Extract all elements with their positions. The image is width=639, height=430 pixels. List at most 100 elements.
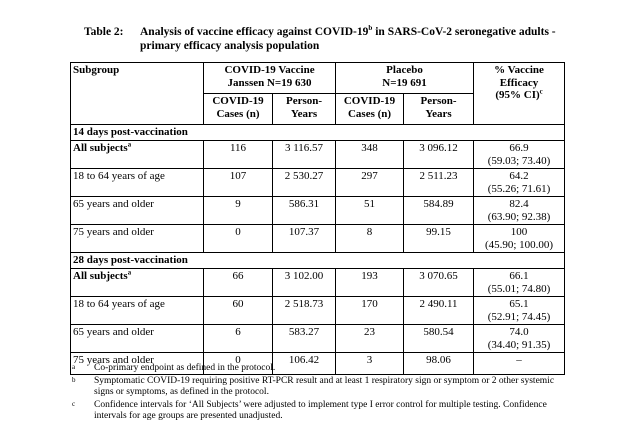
footnote-a: a Co-primary endpoint as defined in the …: [72, 363, 574, 375]
placebo-group-header: Placebo N=19 691: [335, 62, 475, 94]
vaccine-efficacy-cell: 100 (45.90; 100.00): [473, 224, 566, 253]
table-header-row-columns: COVID-19 Cases (n) Person- Years COVID-1…: [71, 93, 565, 125]
ve-ci: (52.91; 74.45): [487, 310, 551, 323]
vaccine-efficacy-cell: 74.0 (34.40; 91.35): [473, 324, 566, 353]
footnote-c: c Confidence intervals for ‘All Subjects…: [72, 400, 574, 423]
vaccine-cases-cell: 116: [203, 140, 273, 169]
placebo-person-years-cell: 3 070.65: [403, 268, 475, 297]
table-header-row-groups: Subgroup COVID-19 Vaccine Janssen N=19 6…: [70, 62, 566, 125]
subgroup-cell: All subjectsa: [70, 268, 204, 297]
vaccine-cases-cell: 66: [203, 268, 273, 297]
section-header-14-days: 14 days post-vaccination: [69, 124, 566, 141]
vaccine-efficacy-cell: 66.1 (55.01; 74.80): [473, 268, 566, 297]
subgroup-label: 18 to 64 years of age: [73, 298, 165, 310]
py-header-line2: Years: [290, 107, 318, 120]
vaccine-cases-column-header: COVID-19 Cases (n): [203, 93, 273, 125]
vaccine-group-n: Janssen N=19 630: [227, 76, 312, 89]
ve-header-line3: (95% CI)c: [476, 88, 562, 102]
vaccine-person-years-cell: 107.37: [271, 224, 337, 253]
ve-value: 66.1: [509, 270, 529, 282]
ve-ci: (55.26; 71.61): [487, 182, 551, 195]
table-row: 75 years and older 0 106.42 3 98.06 –: [70, 352, 566, 375]
py-header-line2: Years: [425, 107, 452, 120]
efficacy-table: Subgroup COVID-19 Vaccine Janssen N=19 6…: [69, 62, 566, 375]
vaccine-efficacy-cell: 82.4 (63.90; 92.38): [473, 196, 566, 225]
placebo-cases-column-header: COVID-19 Cases (n): [335, 93, 405, 125]
table-caption: Analysis of vaccine efficacy against COV…: [140, 25, 565, 53]
table-row: All subjectsa 116 3 116.57 348 3 096.12 …: [70, 140, 566, 169]
ve-ci: (63.90; 92.38): [487, 210, 551, 223]
ve-value: 100: [510, 226, 528, 238]
placebo-cases-cell: 348: [335, 140, 405, 169]
vaccine-efficacy-cell: 64.2 (55.26; 71.61): [473, 168, 566, 197]
vaccine-person-years-column-header: Person- Years: [271, 93, 337, 125]
placebo-cases-cell: 51: [335, 196, 405, 225]
table-row: 18 to 64 years of age 107 2 530.27 297 2…: [70, 168, 566, 197]
table-row: 65 years and older 9 586.31 51 584.89 82…: [70, 196, 566, 225]
vaccine-person-years-cell: 3 116.57: [271, 140, 337, 169]
vaccine-group-header: COVID-19 Vaccine Janssen N=19 630: [202, 62, 337, 94]
placebo-person-years-cell: 2 511.23: [403, 168, 475, 197]
vaccine-person-years-cell: 106.42: [271, 352, 337, 375]
ve-ci: (59.03; 73.40): [487, 154, 551, 167]
table-row: 65 years and older 6 583.27 23 580.54 74…: [70, 324, 566, 353]
cases-header-line2: Cases (n): [347, 107, 392, 120]
footnotes: a Co-primary endpoint as defined in the …: [72, 363, 574, 424]
table-row: 75 years and older 0 107.37 8 99.15 100(…: [70, 224, 566, 253]
footnote-marker: b: [72, 375, 76, 384]
footnote-text: Co-primary endpoint as defined in the pr…: [94, 363, 276, 373]
ve-header-footnote-ref: c: [539, 88, 543, 96]
footnote-marker: a: [72, 363, 76, 371]
table-row: All subjectsa 66 3 102.00 193 3 070.65 6…: [70, 268, 566, 297]
subgroup-cell: 75 years and older: [70, 224, 204, 253]
vaccine-efficacy-cell: –: [473, 352, 566, 375]
subgroup-footnote-ref: a: [127, 269, 132, 277]
placebo-group-n: N=19 691: [382, 76, 427, 89]
cases-header-line2: Cases (n): [216, 107, 260, 120]
placebo-person-years-cell: 3 096.12: [403, 140, 475, 169]
ve-header-line2: Efficacy: [499, 76, 539, 89]
py-header-line1: Person-: [285, 95, 323, 107]
subgroup-cell: 18 to 64 years of age: [70, 296, 204, 325]
ve-ci: (34.40; 91.35): [487, 338, 551, 351]
vaccine-efficacy-column-header: % Vaccine Efficacy (95% CI)c: [473, 62, 566, 125]
subgroup-footnote-ref: a: [127, 141, 132, 149]
ve-header-ci: (95% CI): [495, 89, 540, 101]
subgroup-label: 65 years and older: [73, 198, 154, 210]
subgroup-cell: 18 to 64 years of age: [70, 168, 204, 197]
placebo-cases-cell: 8: [335, 224, 405, 253]
vaccine-person-years-cell: 583.27: [271, 324, 337, 353]
vaccine-group-name: COVID-19 Vaccine: [224, 64, 315, 76]
vaccine-cases-cell: 6: [203, 324, 273, 353]
subgroup-label: All subjects: [73, 270, 128, 282]
subgroup-cell: 75 years and older: [70, 352, 204, 375]
table-number: Table 2:: [84, 26, 124, 38]
subgroup-label: All subjects: [73, 142, 128, 154]
placebo-person-years-cell: 580.54: [403, 324, 475, 353]
vaccine-person-years-cell: 2 530.27: [271, 168, 337, 197]
placebo-person-years-cell: 99.15: [403, 224, 475, 253]
footnote-b: b Symptomatic COVID-19 requiring positiv…: [72, 376, 574, 399]
table-title: Table 2: Analysis of vaccine efficacy ag…: [84, 25, 565, 53]
subgroup-label: 18 to 64 years of age: [73, 170, 165, 182]
placebo-person-years-cell: 98.06: [403, 352, 475, 375]
ve-value: 66.9: [509, 142, 529, 154]
vaccine-cases-cell: 9: [203, 196, 273, 225]
vaccine-person-years-cell: 2 518.73: [271, 296, 337, 325]
vaccine-efficacy-cell: 65.1 (52.91; 74.45): [473, 296, 566, 325]
vaccine-efficacy-cell: 66.9 (59.03; 73.40): [473, 140, 566, 169]
ve-value: 64.2: [509, 170, 529, 182]
placebo-person-years-cell: 2 490.11: [403, 296, 475, 325]
cases-header-line1: COVID-19: [343, 95, 396, 107]
subgroup-cell: 65 years and older: [70, 324, 204, 353]
placebo-cases-cell: 170: [335, 296, 405, 325]
py-header-line1: Person-: [420, 95, 457, 107]
placebo-group-name: Placebo: [386, 64, 423, 76]
cases-header-line1: COVID-19: [212, 95, 264, 107]
vaccine-person-years-cell: 586.31: [271, 196, 337, 225]
placebo-cases-cell: 193: [335, 268, 405, 297]
section-header-row: 14 days post-vaccination: [69, 124, 566, 141]
section-header-row: 28 days post-vaccination: [69, 252, 566, 269]
section-header-28-days: 28 days post-vaccination: [69, 252, 566, 269]
ve-ci: (45.90; 100.00): [484, 238, 554, 251]
